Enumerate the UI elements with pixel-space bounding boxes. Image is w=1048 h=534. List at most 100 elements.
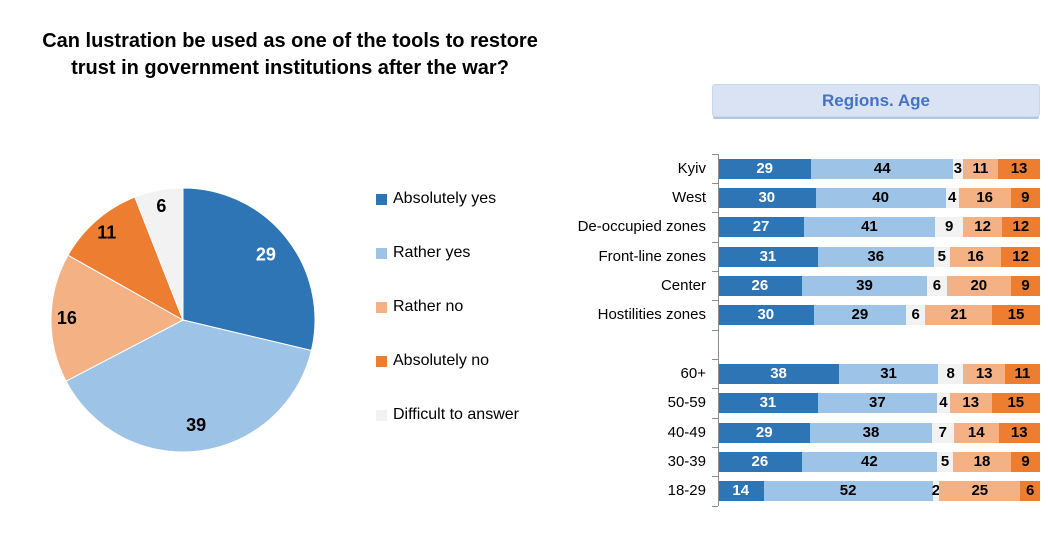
bar-value-label: 18 xyxy=(973,453,991,470)
bar-segment-difficult-to-answer: 8 xyxy=(937,364,964,384)
axis-tick xyxy=(711,476,718,478)
bar-segment-absolutely-no: 15 xyxy=(992,305,1040,326)
bar-row: 40-49 29 38 7 14 13 xyxy=(560,418,1048,447)
chart-title-line1: Can lustration be used as one of the too… xyxy=(42,30,538,52)
bar-segment-difficult-to-answer: 6 xyxy=(927,275,947,296)
pie-slice-difficult-to-answer xyxy=(134,187,184,321)
bar-segment-rather-no: 21 xyxy=(925,305,993,326)
bar-segment-rather-yes: 37 xyxy=(817,393,937,414)
bar-value-label: 14 xyxy=(967,423,985,441)
bar-segment-absolutely-no: 15 xyxy=(991,393,1040,414)
axis-tick xyxy=(711,241,718,243)
bar-segment-rather-no: 13 xyxy=(963,364,1005,384)
bar-segment-rather-no: 20 xyxy=(946,275,1011,296)
bar-value-label: 3 xyxy=(953,159,963,177)
bar-row: Front-line zones 31 36 5 16 12 xyxy=(560,242,1048,271)
legend-swatch xyxy=(376,301,387,313)
bar-value-label: 38 xyxy=(862,423,880,441)
pie-slice-absolutely-no xyxy=(67,196,184,322)
bar-value-label: 25 xyxy=(971,482,989,500)
bar-segment-difficult-to-answer: 3 xyxy=(953,158,963,179)
legend-item: Absolutely yes xyxy=(376,190,519,208)
bar-value-label: 5 xyxy=(937,247,946,265)
axis-tick xyxy=(711,212,718,214)
legend-item-label: Absolutely no xyxy=(393,352,490,369)
bar-value-label: 38 xyxy=(770,365,787,382)
legend-item: Rather no xyxy=(376,298,519,316)
bar-segment-absolutely-yes: 14 xyxy=(718,481,764,502)
bar-segment-rather-no: 11 xyxy=(962,158,999,179)
legend-item-label: Difficult to answer xyxy=(393,406,519,423)
legend-item: Absolutely no xyxy=(376,352,519,370)
bar-value-label: 4 xyxy=(947,188,957,206)
bar-value-label: 39 xyxy=(856,276,873,294)
bar-segment-difficult-to-answer: 4 xyxy=(945,187,959,208)
bar-segments: 29 38 7 14 13 xyxy=(718,422,1040,443)
axis-tick xyxy=(711,300,718,302)
bar-value-label: 29 xyxy=(756,159,774,177)
bar-segment-difficult-to-answer: 5 xyxy=(936,452,954,472)
category-label: 40-49 xyxy=(667,423,706,441)
bar-segment-rather-yes: 42 xyxy=(801,452,937,472)
bar-segments: 27 41 9 12 12 xyxy=(718,217,1040,238)
bar-value-label: 36 xyxy=(867,247,885,265)
bar-row: Center 26 39 6 20 9 xyxy=(560,271,1048,300)
bar-value-label: 21 xyxy=(950,306,968,324)
bar-value-label: 13 xyxy=(1010,159,1028,177)
bar-segment-absolutely-no: 6 xyxy=(1020,481,1040,502)
bar-value-label: 4 xyxy=(939,394,948,412)
bar-value-label: 6 xyxy=(1026,482,1035,500)
pie-value-label: 16 xyxy=(57,308,77,328)
bar-segment-absolutely-yes: 29 xyxy=(718,422,811,443)
axis-tick xyxy=(711,359,718,360)
bar-segment-absolutely-yes: 30 xyxy=(718,305,814,326)
bar-segment-rather-no: 16 xyxy=(949,246,1002,267)
bar-row: 60+ 38 31 8 13 11 xyxy=(560,359,1048,388)
bar-segment-rather-no: 12 xyxy=(963,217,1002,238)
chart-title-line2: trust in government institutions after t… xyxy=(71,57,509,79)
bar-segment-absolutely-yes: 30 xyxy=(718,187,816,208)
bar-segment-absolutely-no: 9 xyxy=(1010,187,1040,208)
bar-value-label: 52 xyxy=(839,482,857,500)
bar-row: Hostilities zones 30 29 6 21 15 xyxy=(560,300,1048,329)
bar-value-label: 2 xyxy=(931,482,941,500)
bar-row: West 30 40 4 16 9 xyxy=(560,183,1048,212)
bar-segment-rather-yes: 31 xyxy=(839,364,938,384)
legend-item: Rather yes xyxy=(376,244,519,262)
bar-segment-rather-yes: 44 xyxy=(811,158,954,179)
regions-age-header-label: Regions. Age xyxy=(822,90,930,110)
bar-segment-difficult-to-answer: 7 xyxy=(931,422,954,443)
bar-value-label: 29 xyxy=(851,306,869,324)
category-label: Kyiv xyxy=(677,159,706,177)
bar-segment-difficult-to-answer: 4 xyxy=(936,393,950,414)
bar-segment-absolutely-yes: 26 xyxy=(718,452,802,472)
bar-value-label: 30 xyxy=(757,306,775,324)
bar-segment-absolutely-no: 13 xyxy=(998,422,1040,443)
legend-item: Difficult to answer xyxy=(376,406,519,424)
bar-value-label: 5 xyxy=(940,453,950,470)
bar-segment-difficult-to-answer: 2 xyxy=(931,481,941,502)
bar-value-label: 15 xyxy=(1007,306,1025,324)
bar-segment-rather-yes: 39 xyxy=(801,275,928,296)
bar-segment-rather-no: 25 xyxy=(939,481,1021,502)
bar-value-label: 31 xyxy=(759,394,777,412)
category-label: 30-39 xyxy=(667,453,706,470)
bar-segments: 26 39 6 20 9 xyxy=(718,275,1040,296)
bar-value-label: 12 xyxy=(974,218,991,236)
bar-value-label: 9 xyxy=(1021,453,1030,470)
bar-value-label: 29 xyxy=(755,423,773,441)
bar-value-label: 13 xyxy=(962,394,980,412)
bar-segment-difficult-to-answer: 9 xyxy=(934,217,964,238)
category-label: Front-line zones xyxy=(598,247,706,265)
category-label: Center xyxy=(660,276,706,294)
bar-segment-rather-yes: 40 xyxy=(815,187,946,208)
regions-age-header: Regions. Age xyxy=(712,84,1040,117)
bar-value-label: 9 xyxy=(1021,188,1030,206)
pie-slice-rather-no xyxy=(50,254,185,382)
bar-row: 18-29 14 52 2 25 6 xyxy=(560,476,1048,505)
bar-row: 30-39 26 42 5 18 9 xyxy=(560,447,1048,476)
bar-segments: 31 36 5 16 12 xyxy=(718,246,1040,267)
bar-segment-absolutely-no: 9 xyxy=(1011,275,1040,296)
pie-value-label: 39 xyxy=(186,415,206,435)
